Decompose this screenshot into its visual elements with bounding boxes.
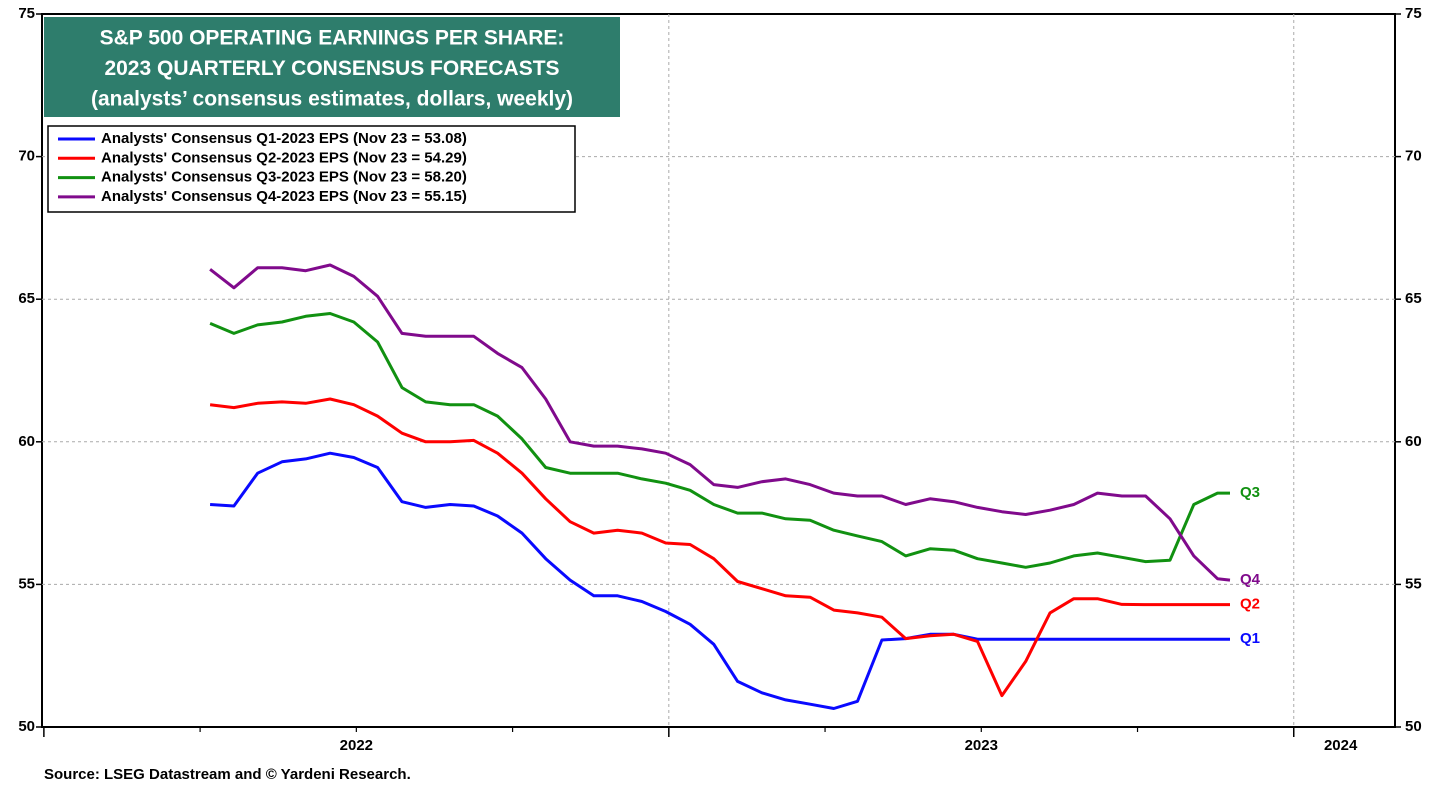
chart-title: (analysts’ consensus estimates, dollars,… xyxy=(91,88,573,111)
y2-tick-label: 50 xyxy=(1405,718,1422,735)
legend-label: Analysts' Consensus Q3-2023 EPS (Nov 23 … xyxy=(101,169,467,186)
y2-tick-label: 70 xyxy=(1405,148,1422,165)
y2-tick-label: 65 xyxy=(1405,290,1422,307)
series-line xyxy=(209,312,1230,569)
y-tick-label: 75 xyxy=(18,5,35,22)
end-label: Q4 xyxy=(1240,571,1261,588)
legend-box xyxy=(47,125,576,213)
series-line xyxy=(209,397,1230,698)
chart-title: S&P 500 OPERATING EARNINGS PER SHARE: xyxy=(100,27,565,50)
y-tick-label: 50 xyxy=(18,718,35,735)
plot-frame xyxy=(41,13,1396,728)
x-tick-label: 2024 xyxy=(1324,737,1358,754)
y-tick-label: 70 xyxy=(18,148,35,165)
end-label: Q1 xyxy=(1240,630,1260,647)
title-box xyxy=(44,17,620,117)
series-line xyxy=(209,263,1231,582)
end-label: Q2 xyxy=(1240,596,1260,613)
y2-tick-label: 75 xyxy=(1405,5,1422,22)
y-tick-label: 55 xyxy=(18,575,35,592)
series-line xyxy=(210,451,1230,710)
end-label: Q3 xyxy=(1240,484,1260,501)
y-tick-label: 60 xyxy=(18,433,35,450)
source-note: Source: LSEG Datastream and © Yardeni Re… xyxy=(44,766,411,783)
y2-tick-label: 55 xyxy=(1405,575,1422,592)
legend-label: Analysts' Consensus Q1-2023 EPS (Nov 23 … xyxy=(101,130,467,147)
legend-label: Analysts' Consensus Q4-2023 EPS (Nov 23 … xyxy=(101,188,467,205)
y2-tick-label: 60 xyxy=(1405,433,1422,450)
x-tick-label: 2023 xyxy=(965,737,998,754)
chart-title: 2023 QUARTERLY CONSENSUS FORECASTS xyxy=(104,57,559,80)
y-tick-label: 65 xyxy=(18,290,35,307)
x-tick-label: 2022 xyxy=(340,737,373,754)
legend-label: Analysts' Consensus Q2-2023 EPS (Nov 23 … xyxy=(101,149,467,166)
